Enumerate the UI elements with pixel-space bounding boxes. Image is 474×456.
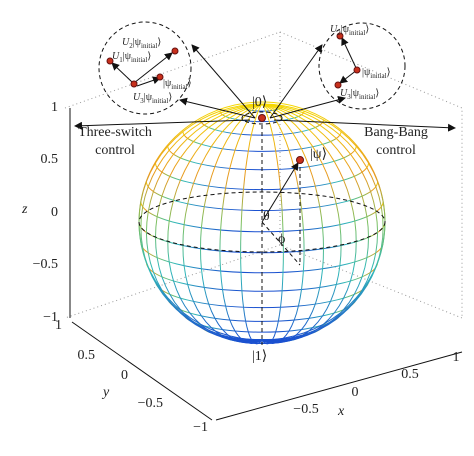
- ket-subscript: initial: [141, 42, 157, 50]
- points: [106, 32, 361, 164]
- y-tick-label: 0: [121, 368, 128, 383]
- x-axis-label: x: [337, 404, 345, 419]
- ket-subscript: initial: [359, 93, 375, 101]
- inset-label: |ψinitial⟩: [163, 78, 192, 90]
- y-tick-label: −0.5: [138, 396, 163, 411]
- z-tick-label: 0.5: [41, 152, 59, 167]
- ket-close: ⟩: [157, 37, 161, 48]
- inset-label: U1|ψinitial⟩: [112, 51, 151, 63]
- y-tick-label: 1: [55, 318, 62, 333]
- y-axis-label: y: [101, 385, 110, 400]
- state-label: |0⟩: [252, 95, 267, 110]
- ket-close: ⟩: [147, 51, 151, 62]
- z-tick-label: 0: [51, 205, 58, 220]
- operator-index: 2: [337, 29, 341, 37]
- x-tick-label: 0.5: [401, 367, 419, 382]
- ket-close: ⟩: [365, 24, 369, 35]
- arrows: [74, 37, 456, 223]
- ket: |ψ: [123, 51, 132, 62]
- longitude: [261, 103, 379, 342]
- operator: U: [112, 51, 120, 62]
- x-tick-label: 0: [352, 385, 359, 400]
- inset-label: |ψinitial⟩: [362, 67, 391, 79]
- operator: U: [330, 24, 338, 35]
- z-tick-label: 1: [51, 100, 58, 115]
- ket-subscript: initial: [171, 83, 187, 91]
- longitude: [199, 103, 263, 344]
- control-label: control: [95, 143, 135, 158]
- control-label: control: [376, 143, 416, 158]
- ket-subscript: initial: [152, 97, 168, 105]
- y-tick-label: −1: [193, 420, 208, 435]
- guide-lines: [98, 21, 406, 345]
- ket-subscript: initial: [131, 56, 147, 64]
- operator: U: [340, 88, 348, 99]
- ket-subscript: initial: [349, 29, 365, 37]
- operator: U: [133, 92, 141, 103]
- ket-close: ⟩: [168, 92, 172, 103]
- control-label: Bang-Bang: [364, 125, 428, 140]
- operator-index: 2: [129, 42, 133, 50]
- y-tick-label: 0.5: [78, 348, 96, 363]
- ket-close: ⟩: [387, 67, 391, 78]
- axis-box: [64, 31, 463, 319]
- operator: U: [122, 37, 130, 48]
- z-tick-label: −1: [43, 310, 58, 325]
- ket: |ψ: [351, 88, 360, 99]
- inset-label: U3|ψinitial⟩: [133, 92, 172, 104]
- axis-lines: [69, 108, 463, 421]
- state-label: θ: [263, 209, 270, 224]
- ket: |ψ: [144, 92, 153, 103]
- x-tick-label: 1: [453, 350, 460, 365]
- x-tick-label: −0.5: [293, 402, 318, 417]
- ket-subscript: initial: [370, 72, 386, 80]
- longitude: [140, 103, 263, 341]
- inset-label: U2|ψinitial⟩: [330, 24, 369, 36]
- state-label: ϕ: [278, 232, 285, 247]
- control-label: Three-switch: [78, 125, 152, 140]
- inset-label: U3|ψinitial⟩: [340, 88, 379, 100]
- ket: |ψ: [163, 78, 172, 89]
- ket: |ψ: [362, 67, 371, 78]
- longitude: [167, 103, 263, 343]
- z-axis-label: z: [21, 202, 28, 217]
- longitude: [219, 103, 263, 345]
- inset-label: U2|ψinitial⟩: [122, 37, 161, 49]
- operator-index: 3: [347, 93, 351, 101]
- operator-index: 1: [119, 56, 123, 64]
- operator-index: 3: [140, 97, 144, 105]
- ket-close: ⟩: [188, 78, 192, 89]
- ket: |ψ: [133, 37, 142, 48]
- ket-close: ⟩: [375, 88, 379, 99]
- z-tick-label: −0.5: [33, 257, 58, 272]
- longitude: [261, 103, 357, 343]
- ket: |ψ: [341, 24, 350, 35]
- longitude: [145, 103, 263, 342]
- longitude: [240, 103, 263, 345]
- state-label: |1⟩: [252, 349, 267, 364]
- state-label: |ψ⟩: [310, 147, 327, 162]
